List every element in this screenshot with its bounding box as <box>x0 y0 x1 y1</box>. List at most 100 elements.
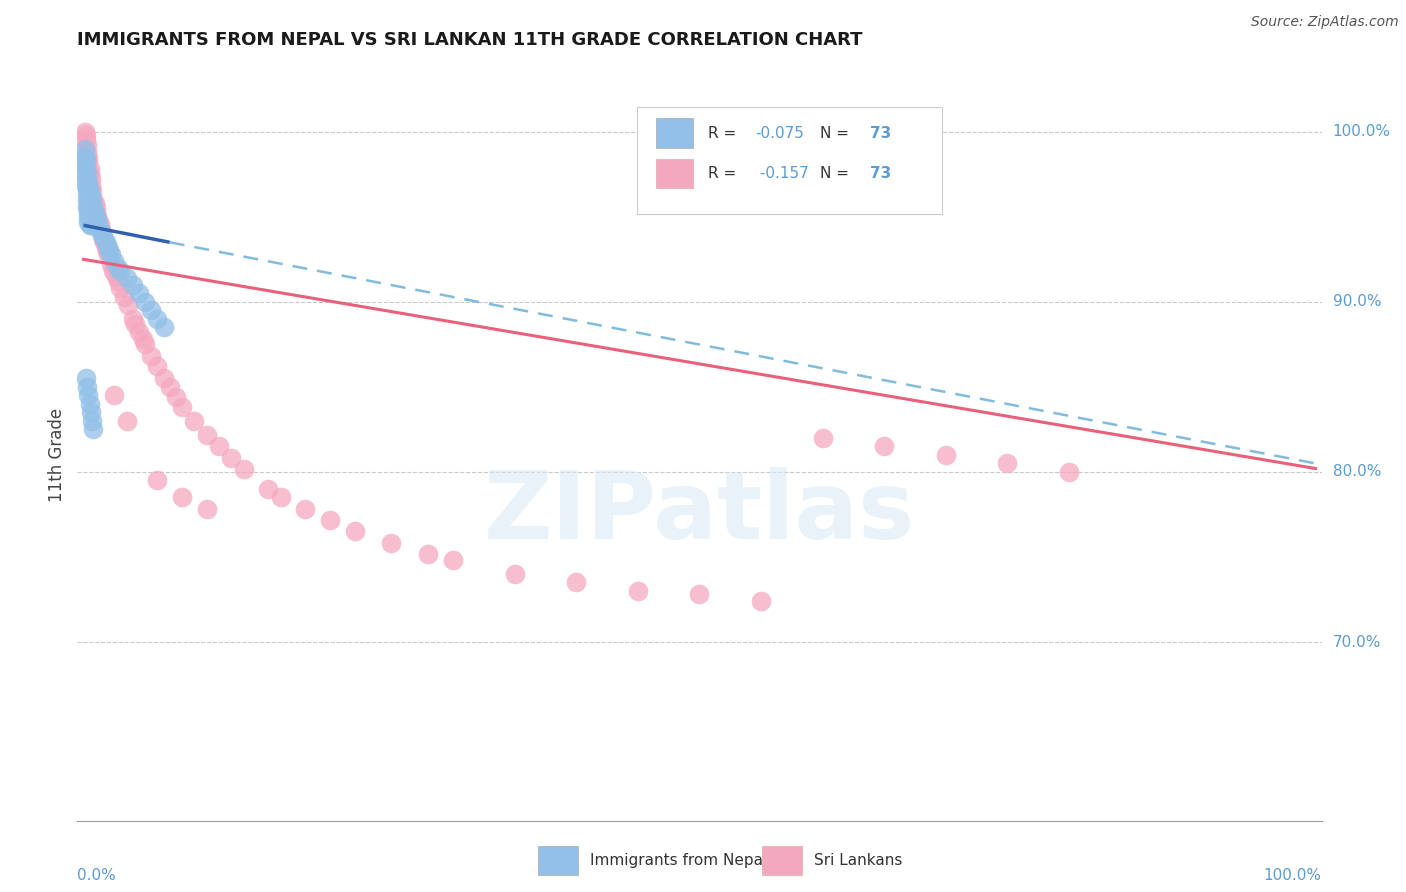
Point <box>110 264 132 278</box>
Point <box>165 390 187 404</box>
Point <box>107 260 129 275</box>
Point <box>418 547 440 561</box>
Point <box>441 553 464 567</box>
Text: R =: R = <box>709 166 741 181</box>
Text: -0.157: -0.157 <box>755 166 810 181</box>
Point <box>103 388 125 402</box>
Point <box>343 524 366 539</box>
Point <box>104 269 127 284</box>
Point <box>91 230 114 244</box>
Point <box>75 162 97 177</box>
Point <box>79 213 101 227</box>
Point <box>83 206 105 220</box>
Text: 73: 73 <box>870 126 891 141</box>
Text: 100.0%: 100.0% <box>1264 868 1322 883</box>
Point <box>77 187 100 202</box>
Point <box>82 208 104 222</box>
Point <box>84 217 107 231</box>
Point <box>77 183 100 197</box>
Text: -0.075: -0.075 <box>755 126 804 141</box>
Point <box>131 332 153 346</box>
Point <box>79 196 101 211</box>
Point <box>76 193 98 207</box>
Text: Source: ZipAtlas.com: Source: ZipAtlas.com <box>1251 15 1399 29</box>
Point <box>221 451 243 466</box>
Point <box>76 200 98 214</box>
Point <box>159 380 181 394</box>
Point <box>80 201 103 215</box>
Point <box>82 201 104 215</box>
Point <box>75 179 97 194</box>
Text: Sri Lankans: Sri Lankans <box>814 854 903 869</box>
Point <box>121 277 143 292</box>
Point <box>77 200 100 214</box>
Point <box>103 254 125 268</box>
Point <box>152 371 174 385</box>
Text: 80.0%: 80.0% <box>1333 465 1381 479</box>
Point <box>257 482 280 496</box>
Point <box>82 213 104 227</box>
Point <box>115 271 138 285</box>
Point <box>112 290 135 304</box>
Point <box>146 311 169 326</box>
Point <box>73 159 96 173</box>
Point <box>73 142 96 156</box>
Point <box>82 213 104 227</box>
Point <box>87 219 110 233</box>
Text: 0.0%: 0.0% <box>77 868 117 883</box>
Point <box>82 206 104 220</box>
Point <box>82 184 104 198</box>
Text: 73: 73 <box>870 166 891 181</box>
Point <box>1057 465 1080 479</box>
Point <box>96 244 118 258</box>
Point <box>152 320 174 334</box>
Point <box>86 210 108 224</box>
Point <box>75 155 97 169</box>
FancyBboxPatch shape <box>637 108 942 213</box>
Point <box>80 189 103 203</box>
Point <box>80 206 103 220</box>
Point <box>86 213 108 227</box>
Point <box>77 176 100 190</box>
Point <box>90 221 112 235</box>
Point <box>77 150 100 164</box>
Point <box>76 167 98 181</box>
Point <box>80 179 103 194</box>
Point <box>79 201 101 215</box>
Text: 100.0%: 100.0% <box>1333 124 1391 139</box>
Text: R =: R = <box>709 126 741 141</box>
Y-axis label: 11th Grade: 11th Grade <box>48 408 66 502</box>
Point <box>503 566 526 581</box>
Point <box>100 247 122 261</box>
Point <box>82 196 104 211</box>
Point <box>134 294 156 309</box>
Point <box>77 215 100 229</box>
Point <box>79 184 101 198</box>
Text: IMMIGRANTS FROM NEPAL VS SRI LANKAN 11TH GRADE CORRELATION CHART: IMMIGRANTS FROM NEPAL VS SRI LANKAN 11TH… <box>77 31 863 49</box>
Point <box>82 193 104 207</box>
Point <box>80 172 103 186</box>
Point <box>319 512 342 526</box>
Point <box>101 264 124 278</box>
Point <box>93 235 115 250</box>
Point <box>76 145 98 160</box>
Point <box>170 401 193 415</box>
Point <box>87 213 110 227</box>
Point <box>83 196 105 211</box>
Point <box>89 223 111 237</box>
Point <box>997 457 1019 471</box>
Point <box>79 219 101 233</box>
Point <box>76 380 98 394</box>
Point <box>91 232 114 246</box>
Point <box>208 439 231 453</box>
Point <box>97 240 120 254</box>
Point <box>195 502 218 516</box>
Point <box>76 179 98 194</box>
Point <box>94 240 117 254</box>
Point <box>75 133 97 147</box>
Point <box>935 448 957 462</box>
Point <box>80 219 103 233</box>
Point <box>76 138 98 153</box>
Point <box>380 536 402 550</box>
Point <box>75 371 97 385</box>
